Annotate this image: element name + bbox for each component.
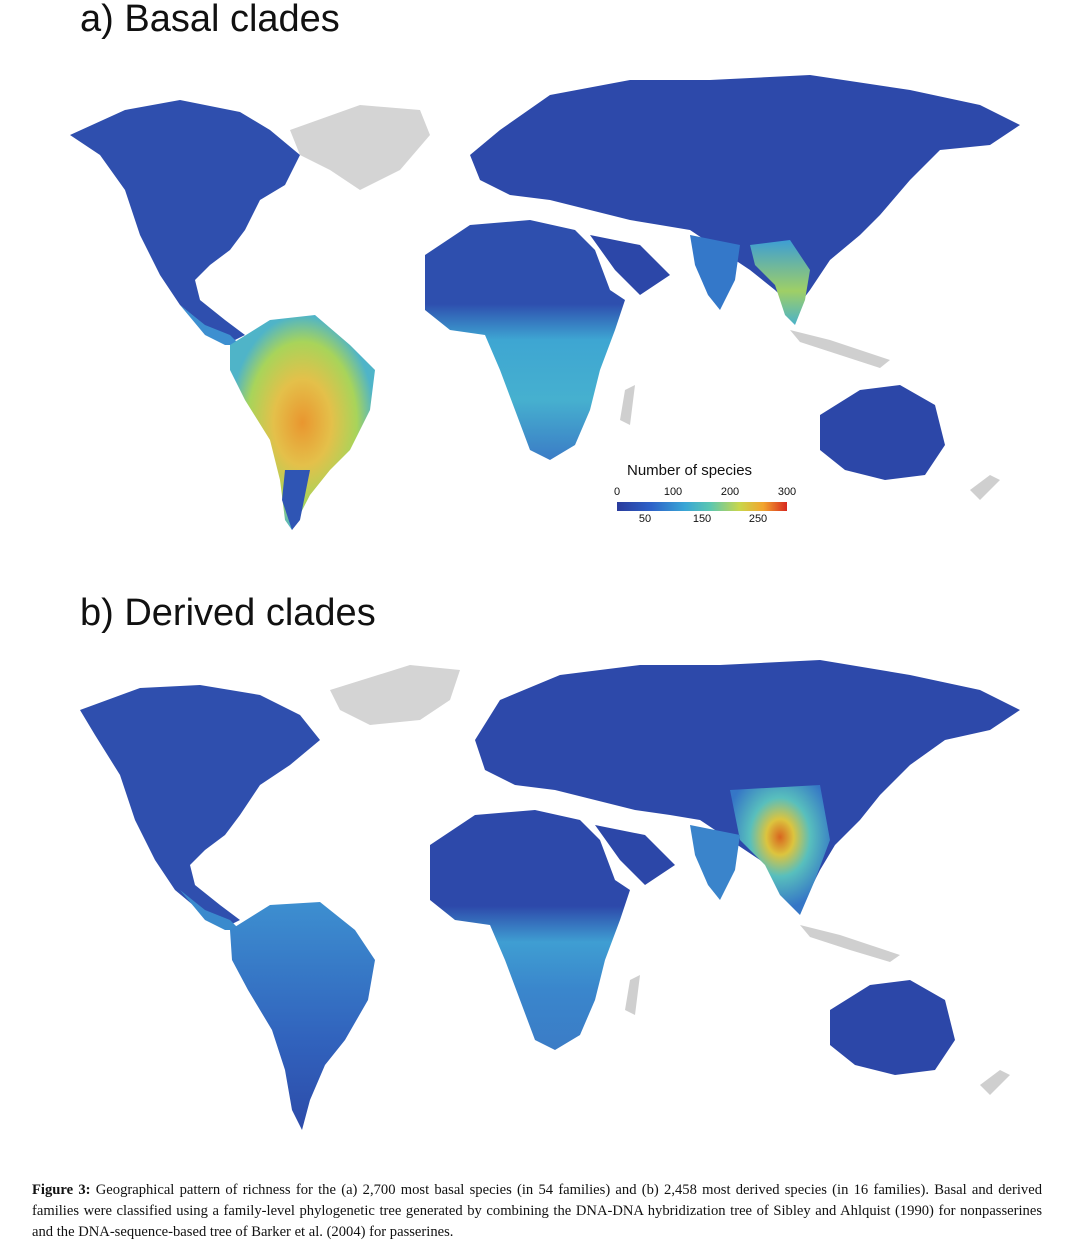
greenland-landmass xyxy=(290,105,430,190)
australia-landmass xyxy=(820,385,945,480)
panel-b-title: b) Derived clades xyxy=(80,592,376,634)
caption-text: Geographical pattern of richness for the… xyxy=(32,1182,1042,1240)
madagascar-landmass xyxy=(625,975,640,1015)
basal-clades-richness-map xyxy=(70,75,1020,530)
legend-tick-200: 200 xyxy=(720,486,740,498)
caption-label: Figure 3: xyxy=(32,1182,91,1198)
panel-a-title: a) Basal clades xyxy=(80,0,340,40)
legend-tick-0: 0 xyxy=(613,486,621,498)
southeast-asia-region xyxy=(730,785,830,915)
africa-landmass xyxy=(430,810,630,1050)
indonesia-islands xyxy=(790,330,890,368)
new-zealand-islands xyxy=(980,1070,1010,1095)
derived-clades-richness-map xyxy=(80,660,1020,1130)
australia-landmass xyxy=(830,980,955,1075)
south-america-landmass xyxy=(230,315,375,530)
central-america-landmass xyxy=(180,305,240,345)
eurasia-landmass xyxy=(470,75,1020,310)
central-america-landmass xyxy=(180,890,240,930)
madagascar-landmass xyxy=(620,385,635,425)
figure-caption: Figure 3: Geographical pattern of richne… xyxy=(32,1180,1042,1243)
north-america-landmass xyxy=(80,685,320,925)
greenland-landmass xyxy=(330,665,460,725)
legend-tick-150: 150 xyxy=(692,513,712,525)
legend-title: Number of species xyxy=(627,462,753,479)
arabia-region xyxy=(595,825,675,885)
legend-tick-100: 100 xyxy=(663,486,683,498)
new-zealand-islands xyxy=(970,475,1000,500)
eurasia-landmass xyxy=(475,660,1020,900)
legend-tick-50: 50 xyxy=(638,513,652,525)
india-region xyxy=(690,235,740,310)
patagonia-region xyxy=(282,470,310,530)
species-count-legend: Number of species 0 100 200 300 50 150 2… xyxy=(605,462,805,532)
india-region xyxy=(690,825,740,900)
north-america-landmass xyxy=(70,100,300,340)
southeast-asia-region xyxy=(750,240,810,325)
arabia-region xyxy=(590,235,670,295)
legend-color-bar xyxy=(617,502,787,511)
indonesia-islands xyxy=(800,925,900,962)
legend-tick-300: 300 xyxy=(777,486,797,498)
africa-landmass xyxy=(425,220,625,460)
south-america-landmass xyxy=(230,902,375,1130)
legend-tick-250: 250 xyxy=(748,513,768,525)
